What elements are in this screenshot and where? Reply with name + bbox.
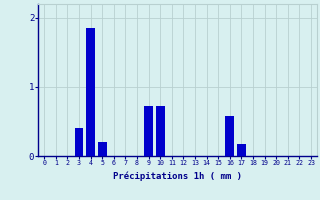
Bar <box>237 144 246 156</box>
Bar <box>144 106 153 156</box>
Bar <box>75 128 83 156</box>
Bar <box>98 142 107 156</box>
Bar <box>226 116 234 156</box>
X-axis label: Précipitations 1h ( mm ): Précipitations 1h ( mm ) <box>113 172 242 181</box>
Bar <box>156 106 164 156</box>
Bar <box>86 28 95 156</box>
